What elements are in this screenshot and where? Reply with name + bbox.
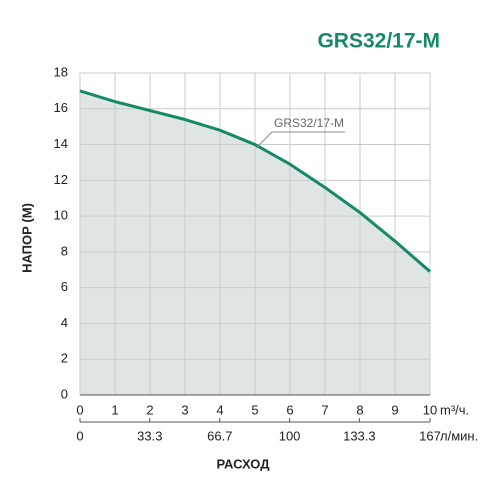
x2-unit: л/мин. xyxy=(440,428,478,443)
y-tick-label: 6 xyxy=(61,279,68,294)
chart-title: GRS32/17-M xyxy=(317,30,440,53)
y-tick-label: 0 xyxy=(61,386,68,401)
y-tick-label: 10 xyxy=(54,208,68,223)
x-tick-label: 5 xyxy=(251,402,258,417)
x-tick-label: 6 xyxy=(286,402,293,417)
x2-tick-label: 100 xyxy=(279,428,301,443)
y-tick-label: 2 xyxy=(61,351,68,366)
x2-tick-label: 167 xyxy=(419,428,441,443)
x-tick-label: 4 xyxy=(216,402,223,417)
series-label: GRS32/17-M xyxy=(274,116,344,130)
x-tick-label: 0 xyxy=(76,402,83,417)
y-axis-label: НАПОР (М) xyxy=(19,203,34,273)
x-tick-label: 2 xyxy=(146,402,153,417)
x2-tick-label: 133.3 xyxy=(343,428,376,443)
x-tick-label: 9 xyxy=(391,402,398,417)
x2-tick-label: 66.7 xyxy=(207,428,232,443)
x-tick-label: 10 xyxy=(423,402,437,417)
x2-tick-label: 0 xyxy=(76,428,83,443)
x-tick-label: 3 xyxy=(181,402,188,417)
x2-tick-label: 33.3 xyxy=(137,428,162,443)
x-tick-label: 7 xyxy=(321,402,328,417)
y-tick-label: 12 xyxy=(54,172,68,187)
x-unit: m³/ч. xyxy=(440,402,469,417)
y-tick-label: 4 xyxy=(61,315,68,330)
y-tick-label: 16 xyxy=(54,100,68,115)
y-tick-label: 8 xyxy=(61,243,68,258)
x-tick-label: 1 xyxy=(111,402,118,417)
x-tick-label: 8 xyxy=(356,402,363,417)
line xyxy=(79,89,431,273)
annotation-leader xyxy=(255,131,273,149)
y-tick-label: 18 xyxy=(54,64,68,79)
y-tick-label: 14 xyxy=(54,136,68,151)
x-axis-label: РАСХОД xyxy=(216,456,270,471)
